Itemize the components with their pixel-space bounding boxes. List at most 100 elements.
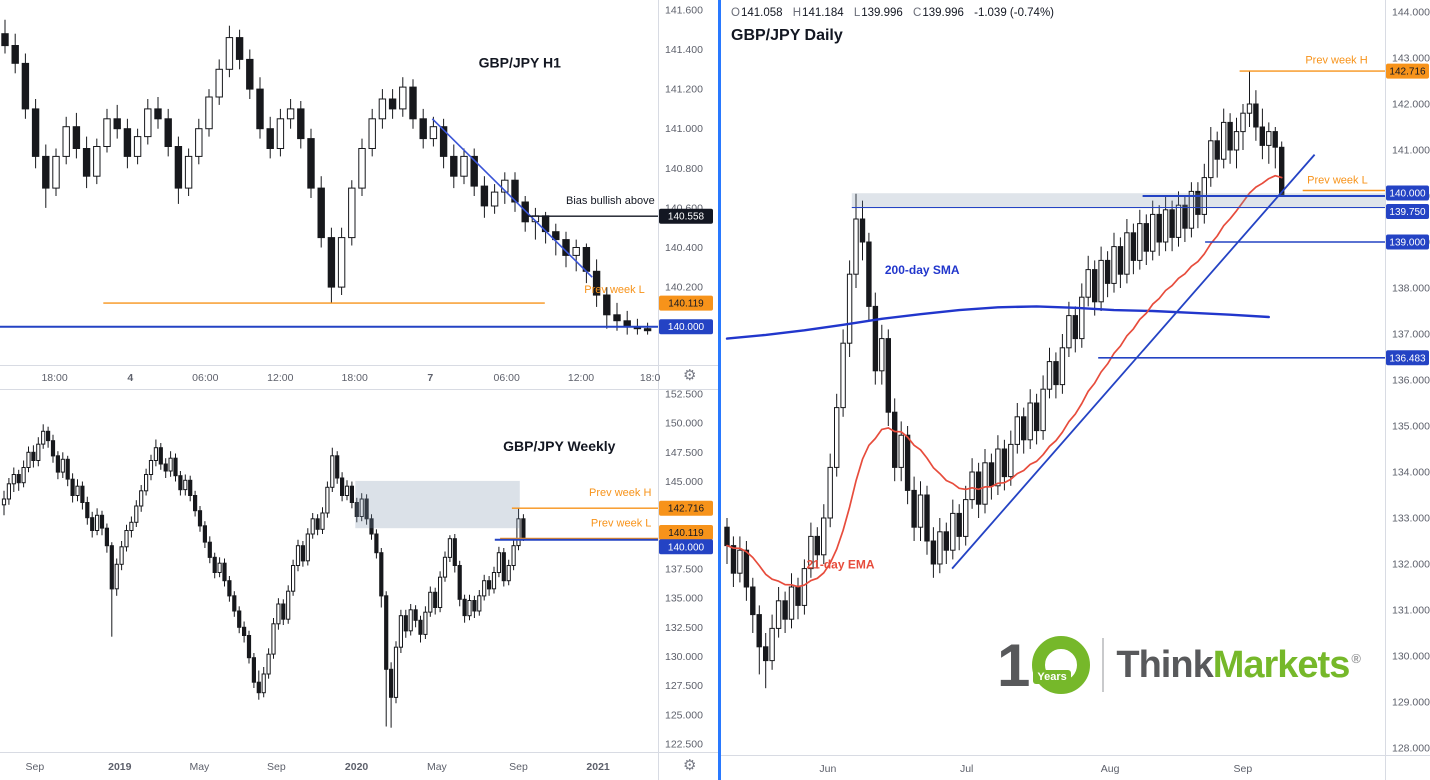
svg-text:133.000: 133.000 xyxy=(1392,513,1430,525)
panel-separator xyxy=(0,389,718,390)
svg-text:141.200: 141.200 xyxy=(665,84,703,96)
h1-chart-canvas[interactable]: 141.600141.400141.200141.000140.800140.6… xyxy=(0,0,718,390)
h1-candles xyxy=(0,19,658,335)
open-label: O xyxy=(731,7,740,19)
logo-years-label: Years xyxy=(1033,670,1071,684)
daily-chart-canvas[interactable]: 144.000 143.000 142.000 141.000 140.000 139.0… xyxy=(721,0,1430,780)
svg-text:135.000: 135.000 xyxy=(1392,421,1430,433)
svg-text:130.000: 130.000 xyxy=(665,651,703,663)
weekly-settings-gear-icon[interactable]: ⚙ xyxy=(683,757,697,774)
svg-text:Jul: Jul xyxy=(960,763,973,775)
svg-text:143.000: 143.000 xyxy=(1392,53,1430,65)
close-label: C xyxy=(913,7,922,19)
svg-text:GBP/JPY Weekly: GBP/JPY Weekly xyxy=(503,438,616,454)
registered-mark: ® xyxy=(1351,650,1361,666)
weekly-chart-panel: 152.500150.000147.500145.000142.500140.0… xyxy=(0,390,718,780)
svg-text:Prev week H: Prev week H xyxy=(1305,55,1367,67)
svg-text:152.500: 152.500 xyxy=(665,390,703,401)
weekly-candles xyxy=(1,424,658,728)
svg-text:129.000: 129.000 xyxy=(1392,697,1430,709)
svg-text:135.000: 135.000 xyxy=(665,593,703,605)
svg-text:142.716: 142.716 xyxy=(668,504,705,515)
svg-text:12:00: 12:00 xyxy=(568,372,594,384)
svg-text:May: May xyxy=(427,761,448,773)
svg-text:141.000: 141.000 xyxy=(665,123,703,135)
h1-chart-panel: 141.600 141.400 141.200 141.000 140.800 140.6… xyxy=(0,0,718,390)
svg-text:Prev week L: Prev week L xyxy=(591,517,652,529)
svg-text:GBP/JPY H1: GBP/JPY H1 xyxy=(479,54,561,70)
svg-text:132.000: 132.000 xyxy=(1392,559,1430,571)
svg-text:140.119: 140.119 xyxy=(668,528,704,539)
svg-text:127.500: 127.500 xyxy=(665,680,703,692)
low-label: L xyxy=(853,7,861,19)
svg-text:2019: 2019 xyxy=(108,761,132,773)
ohlc-readout: O141.058 H141.184 L139.996 C139.996 -1.0… xyxy=(731,7,1054,19)
svg-text:140.000: 140.000 xyxy=(668,322,705,333)
svg-text:134.000: 134.000 xyxy=(1392,467,1430,479)
brand-markets: Markets xyxy=(1212,643,1351,686)
svg-text:Sep: Sep xyxy=(26,761,45,773)
logo-number: 1 xyxy=(997,631,1031,699)
svg-text:140.119: 140.119 xyxy=(668,299,704,310)
svg-text:18:00: 18:00 xyxy=(41,372,67,384)
daily-chart-panel: 144.000 143.000 142.000 141.000 140.000 139.0… xyxy=(721,0,1430,780)
high-value: 141.184 xyxy=(802,7,844,19)
high-label: H xyxy=(792,7,802,19)
low-value: 139.996 xyxy=(861,7,903,19)
brand-name: ThinkMarkets ® xyxy=(1116,644,1361,687)
change-value: -1.039 (-0.74%) xyxy=(974,7,1055,19)
svg-text:150.000: 150.000 xyxy=(665,418,703,430)
svg-text:137.000: 137.000 xyxy=(1392,329,1430,341)
thinkmarkets-logo: 1 Years ThinkMarkets ® xyxy=(997,631,1361,699)
svg-text:130.000: 130.000 xyxy=(1392,651,1430,663)
svg-text:138.000: 138.000 xyxy=(1392,283,1430,295)
svg-text:Sep: Sep xyxy=(509,761,528,773)
svg-text:Sep: Sep xyxy=(1234,763,1253,775)
svg-text:Prev week H: Prev week H xyxy=(589,487,651,499)
svg-text:144.000: 144.000 xyxy=(1392,7,1430,19)
svg-text:137.500: 137.500 xyxy=(665,564,703,576)
svg-text:18:0: 18:0 xyxy=(640,372,661,384)
panel-divider[interactable] xyxy=(718,0,721,780)
daily-candles xyxy=(724,70,1385,689)
close-value: 139.996 xyxy=(922,7,964,19)
svg-text:May: May xyxy=(189,761,210,773)
svg-text:06:00: 06:00 xyxy=(494,372,520,384)
svg-text:Jun: Jun xyxy=(819,763,836,775)
svg-text:2021: 2021 xyxy=(586,761,610,773)
svg-text:06:00: 06:00 xyxy=(192,372,218,384)
svg-text:145.000: 145.000 xyxy=(665,476,703,488)
svg-text:Bias bullish above: Bias bullish above xyxy=(566,195,655,207)
svg-text:140.000: 140.000 xyxy=(668,542,705,553)
svg-text:140.800: 140.800 xyxy=(665,163,703,175)
svg-text:Sep: Sep xyxy=(267,761,286,773)
ten-years-mark: 1 Years xyxy=(997,631,1091,699)
svg-text:131.000: 131.000 xyxy=(1392,605,1430,617)
svg-text:139.000: 139.000 xyxy=(1389,238,1426,249)
svg-text:200-day SMA: 200-day SMA xyxy=(885,263,960,277)
svg-text:142.000: 142.000 xyxy=(1392,99,1430,111)
svg-text:140.000: 140.000 xyxy=(1389,189,1426,200)
svg-text:128.000: 128.000 xyxy=(1392,743,1430,755)
h1-settings-gear-icon[interactable]: ⚙ xyxy=(683,367,697,384)
svg-text:136.000: 136.000 xyxy=(1392,375,1430,387)
svg-text:Aug: Aug xyxy=(1101,763,1120,775)
svg-text:7: 7 xyxy=(427,372,433,384)
svg-text:147.500: 147.500 xyxy=(665,447,703,459)
weekly-chart-canvas[interactable]: 152.500150.000147.500145.000142.500140.0… xyxy=(0,390,718,780)
svg-text:Prev week L: Prev week L xyxy=(1307,175,1368,187)
svg-text:132.500: 132.500 xyxy=(665,622,703,634)
svg-text:142.716: 142.716 xyxy=(1389,67,1426,78)
svg-text:12:00: 12:00 xyxy=(267,372,293,384)
svg-text:141.400: 141.400 xyxy=(665,44,703,56)
logo-divider xyxy=(1102,638,1105,692)
svg-text:140.558: 140.558 xyxy=(668,212,705,223)
svg-text:136.483: 136.483 xyxy=(1389,353,1426,364)
svg-text:141.600: 141.600 xyxy=(665,4,703,16)
brand-think: Think xyxy=(1116,643,1213,686)
svg-text:140.200: 140.200 xyxy=(665,282,703,294)
svg-text:141.000: 141.000 xyxy=(1392,145,1430,157)
svg-text:21-day EMA: 21-day EMA xyxy=(806,558,874,572)
open-value: 141.058 xyxy=(740,7,783,19)
